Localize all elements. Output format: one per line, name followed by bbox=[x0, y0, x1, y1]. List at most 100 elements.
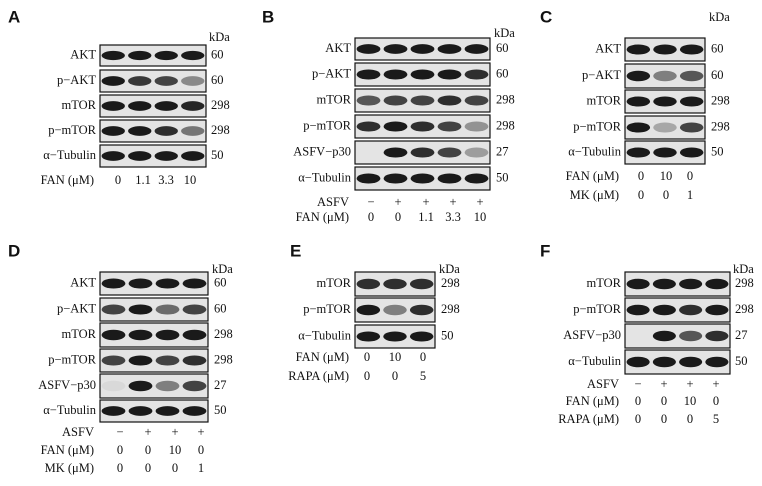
kda-label: 298 bbox=[735, 276, 754, 290]
kda-header: kDa bbox=[439, 262, 460, 276]
kda-label: 298 bbox=[441, 276, 460, 290]
condition-value: 0 bbox=[392, 369, 398, 383]
band bbox=[128, 329, 153, 341]
kda-label: 298 bbox=[735, 302, 754, 316]
kda-header: kDa bbox=[209, 30, 230, 44]
condition-value: 0 bbox=[635, 394, 641, 408]
band bbox=[101, 278, 126, 289]
condition-value: 0 bbox=[368, 210, 374, 224]
blot bbox=[99, 94, 207, 118]
band bbox=[705, 278, 729, 290]
band bbox=[410, 173, 435, 184]
band bbox=[410, 95, 435, 106]
band bbox=[128, 50, 152, 61]
kda-label: 27 bbox=[214, 378, 227, 392]
blot-label: p−mTOR bbox=[303, 118, 351, 132]
band bbox=[155, 406, 180, 416]
blot-label: mTOR bbox=[587, 93, 622, 107]
band bbox=[128, 406, 153, 416]
condition-value: + bbox=[449, 195, 456, 209]
kda-label: 50 bbox=[735, 354, 748, 368]
condition-value: 0 bbox=[145, 443, 151, 457]
condition-value: 0 bbox=[364, 369, 370, 383]
condition-value: 1 bbox=[687, 188, 693, 202]
band bbox=[626, 356, 650, 368]
blot bbox=[99, 297, 209, 322]
condition-value: 1.1 bbox=[418, 210, 434, 224]
band bbox=[679, 70, 704, 82]
band bbox=[154, 126, 178, 136]
band bbox=[626, 147, 651, 158]
band bbox=[182, 304, 207, 315]
band bbox=[437, 147, 462, 158]
condition-value: 0 bbox=[635, 412, 641, 426]
kda-header: kDa bbox=[494, 26, 515, 40]
band bbox=[653, 147, 677, 158]
band bbox=[437, 44, 462, 54]
kda-label: 60 bbox=[496, 66, 509, 80]
blot-label: ASFV−p30 bbox=[563, 328, 621, 342]
condition-label: RAPA (μM) bbox=[288, 369, 349, 383]
band bbox=[182, 329, 207, 341]
blot-label: p−mTOR bbox=[303, 302, 351, 316]
condition-value: 0 bbox=[420, 350, 426, 364]
band bbox=[383, 147, 408, 158]
band bbox=[652, 304, 676, 316]
blot-label: α−Tubulin bbox=[298, 170, 351, 184]
condition-value: − bbox=[367, 195, 374, 209]
condition-value: 0 bbox=[687, 169, 693, 183]
band bbox=[128, 278, 153, 289]
blot-label: ASFV−p30 bbox=[38, 378, 96, 392]
band bbox=[437, 173, 462, 184]
blot-label: ASFV−p30 bbox=[293, 144, 351, 158]
kda-label: 298 bbox=[496, 92, 515, 106]
blot-label: p−mTOR bbox=[573, 302, 621, 316]
band bbox=[679, 330, 703, 342]
band bbox=[101, 101, 125, 111]
blot bbox=[99, 399, 209, 423]
blot bbox=[99, 69, 207, 93]
condition-value: 0 bbox=[145, 461, 151, 475]
kda-label: 298 bbox=[214, 327, 233, 341]
blot-label: α−Tubulin bbox=[568, 354, 621, 368]
blot-label: AKT bbox=[595, 41, 621, 55]
band bbox=[652, 278, 676, 290]
condition-label: FAN (μM) bbox=[41, 443, 94, 457]
band bbox=[128, 76, 152, 86]
blot-label: AKT bbox=[70, 47, 96, 61]
band bbox=[356, 95, 381, 106]
band bbox=[383, 331, 407, 342]
band bbox=[626, 44, 651, 55]
condition-value: 10 bbox=[389, 350, 402, 364]
band bbox=[155, 278, 180, 289]
band bbox=[410, 44, 435, 54]
band bbox=[464, 147, 489, 158]
condition-value: + bbox=[686, 377, 693, 391]
band bbox=[409, 331, 434, 342]
band bbox=[410, 121, 435, 132]
panel-letter: B bbox=[262, 7, 274, 26]
blot-label: mTOR bbox=[62, 327, 97, 341]
band bbox=[128, 101, 152, 111]
condition-value: 0 bbox=[172, 461, 178, 475]
condition-value: + bbox=[660, 377, 667, 391]
kda-header: kDa bbox=[212, 262, 233, 276]
blot-label: mTOR bbox=[587, 276, 622, 290]
condition-value: 0 bbox=[638, 169, 644, 183]
condition-label: ASFV bbox=[587, 377, 619, 391]
band bbox=[464, 173, 489, 184]
condition-value: 3.3 bbox=[445, 210, 461, 224]
condition-value: 10 bbox=[474, 210, 487, 224]
kda-label: 298 bbox=[214, 352, 233, 366]
condition-value: + bbox=[394, 195, 401, 209]
band bbox=[181, 126, 205, 136]
band bbox=[101, 406, 126, 416]
band bbox=[101, 329, 126, 341]
blot-label: α−Tubulin bbox=[43, 403, 96, 417]
condition-value: 0 bbox=[198, 443, 204, 457]
condition-value: 0 bbox=[395, 210, 401, 224]
kda-header: kDa bbox=[709, 10, 730, 24]
condition-value: 0 bbox=[117, 461, 123, 475]
band bbox=[155, 304, 180, 315]
